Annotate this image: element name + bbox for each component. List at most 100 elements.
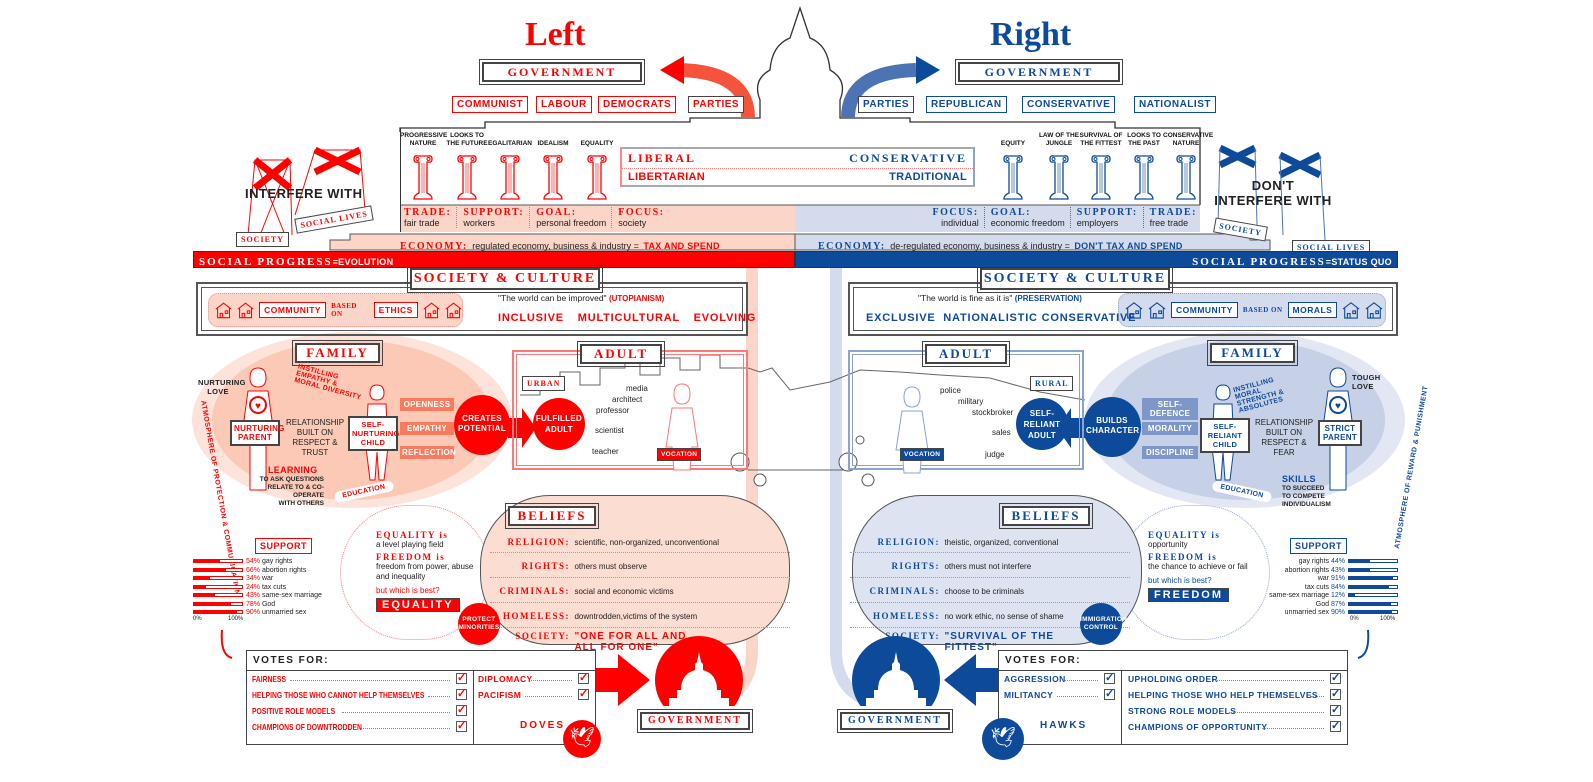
pillar-label: CONSERVATIVE NATURE bbox=[1163, 132, 1214, 147]
morals-tag: MORALS bbox=[1287, 302, 1338, 318]
checkbox-checked-icon: ✓ bbox=[456, 688, 467, 700]
job-label: teacher bbox=[592, 447, 619, 456]
party-tag: LABOUR bbox=[536, 96, 592, 113]
party-tag: COMMUNIST bbox=[452, 96, 529, 113]
left-community-pill: COMMUNITY BASED ON ETHICS bbox=[208, 293, 463, 327]
leader-dots bbox=[530, 680, 572, 681]
society-tag: SOCIETY bbox=[236, 232, 290, 247]
party-tag: NATIONALIST bbox=[1134, 96, 1216, 113]
support-bar-fill bbox=[194, 594, 215, 596]
checkbox-checked-icon: ✓ bbox=[1330, 720, 1341, 732]
checkbox-checked-icon: ✓ bbox=[1104, 672, 1115, 684]
empathy-arrow: EMPATHY bbox=[400, 422, 454, 435]
party-tag: DEMOCRATS bbox=[598, 96, 677, 113]
pillar-label: SURVIVAL OF THE FITTEST bbox=[1079, 132, 1123, 147]
support-bar bbox=[1348, 584, 1398, 589]
job-label: professor bbox=[596, 406, 630, 415]
support-bar bbox=[193, 601, 243, 606]
libertarian-label: LIBERTARIAN bbox=[628, 171, 706, 183]
vote-item: HELPING THOSE WHO HELP THEMSELVES bbox=[1128, 690, 1318, 700]
hawks-label: HAWKS bbox=[1040, 720, 1088, 731]
pillar-label: LOOKS TO THE PAST bbox=[1127, 132, 1161, 147]
left-traits: INCLUSIVE MULTICULTURAL EVOLVING bbox=[498, 312, 757, 324]
self-reliant-child-label: SELF-RELIANT CHILD bbox=[1200, 418, 1250, 453]
ideology-box: LIBERAL LIBERTARIAN CONSERVATIVE TRADITI… bbox=[620, 147, 975, 187]
support-item: unmarried sex 90% bbox=[1284, 609, 1345, 616]
right-interfere-label: DON'T INTERFERE WITH bbox=[1214, 178, 1332, 208]
hawk-icon: 🕊 bbox=[982, 718, 1024, 760]
votes-for-label: VOTES FOR: bbox=[253, 655, 330, 666]
checkbox-checked-icon: ✓ bbox=[456, 672, 467, 684]
right-economy: ECONOMY: de-regulated economy, business … bbox=[818, 241, 1183, 252]
support-bar bbox=[1348, 559, 1398, 563]
house-icon bbox=[215, 301, 232, 319]
community-tag: COMMUNITY bbox=[1171, 302, 1238, 318]
support-bar-fill bbox=[1349, 560, 1371, 562]
pillar-label: EGALITARIAN bbox=[488, 140, 532, 147]
right-bottom-government-banner: GOVERNMENT bbox=[837, 709, 953, 733]
support-bar-fill bbox=[194, 602, 232, 605]
checkbox-checked-icon: ✓ bbox=[1104, 688, 1115, 700]
support-bar-fill bbox=[1349, 602, 1391, 605]
job-label: sales bbox=[992, 428, 1011, 437]
svg-text:♥: ♥ bbox=[255, 401, 261, 412]
building-frame bbox=[400, 128, 1200, 232]
support-bar bbox=[193, 559, 243, 563]
left-adult-banner: ADULT bbox=[577, 341, 665, 367]
vote-item: PACIFISM bbox=[478, 690, 522, 700]
support-bar bbox=[193, 576, 243, 580]
left-interfere-ropes-icon bbox=[247, 146, 366, 236]
left-government-banner: GOVERNMENT bbox=[479, 59, 645, 85]
support-item: 34% war bbox=[246, 575, 274, 582]
right-beliefs-banner: BELIEFS bbox=[999, 503, 1093, 529]
job-label: architect bbox=[612, 395, 643, 404]
pillar-label: IDEALISM bbox=[537, 140, 569, 147]
skills-details: TO SUCCEED TO COMPETE INDIVIDUALISM bbox=[1282, 485, 1331, 508]
axis-label: 100% bbox=[1380, 616, 1396, 622]
left-support-title: SUPPORT bbox=[255, 538, 313, 554]
nurturing-parent-label: NURTURING PARENT bbox=[230, 420, 284, 446]
reflection-arrow: REFLECTION bbox=[400, 446, 457, 459]
pillar-label: EQUITY bbox=[1000, 140, 1026, 147]
house-icon bbox=[1148, 301, 1166, 319]
job-label: scientist bbox=[595, 426, 624, 435]
leader-dots bbox=[428, 696, 450, 697]
party-tag: CONSERVATIVE bbox=[1022, 96, 1116, 113]
support-bar bbox=[193, 610, 243, 614]
ethics-tag: ETHICS bbox=[373, 302, 418, 318]
support-bar-fill bbox=[1349, 568, 1370, 571]
vote-item: UPHOLDING ORDER bbox=[1128, 674, 1219, 684]
learning-details: TO ASK QUESTIONS RELATE TO & CO-OPERATE WI… bbox=[259, 476, 324, 507]
leader-dots bbox=[1229, 712, 1324, 713]
learning-label: LEARNING bbox=[268, 465, 318, 475]
support-bar bbox=[1348, 593, 1398, 597]
house-icon bbox=[445, 301, 462, 319]
right-society-culture-banner: SOCIETY & CULTURE bbox=[977, 265, 1173, 293]
job-label: stockbroker bbox=[972, 408, 1014, 417]
support-item: gay rights 44% bbox=[1298, 558, 1345, 565]
support-bar-fill bbox=[194, 577, 211, 579]
party-tag: PARTIES bbox=[858, 96, 915, 113]
right-stats: FOCUS: individual GOAL: economic freedom S… bbox=[932, 207, 1197, 228]
vote-item: CHAMPIONS OF OPPORTUNITY bbox=[1128, 722, 1268, 732]
checkbox-checked-icon: ✓ bbox=[578, 688, 589, 700]
capitol-outline bbox=[399, 5, 1201, 205]
support-item: 54% gay rights bbox=[246, 558, 293, 565]
builds-character-burst: BUILDS CHARACTER bbox=[1086, 400, 1139, 454]
vote-item: CHAMPIONS OF DOWNTRODDEN bbox=[252, 722, 362, 732]
support-bar bbox=[1348, 576, 1398, 580]
urban-tag: URBAN bbox=[522, 376, 566, 391]
left-bottom-government-banner: GOVERNMENT bbox=[637, 709, 753, 733]
support-bar bbox=[1348, 601, 1398, 606]
leader-dots bbox=[1213, 680, 1324, 681]
axis-label: 0% bbox=[193, 616, 202, 622]
support-bar-fill bbox=[194, 585, 206, 588]
house-icon bbox=[1365, 301, 1383, 319]
left-title: Left bbox=[525, 16, 586, 53]
job-label: military bbox=[958, 397, 984, 406]
right-freedom-text: EQUALITY is opportunity FREEDOM is the cha… bbox=[1148, 530, 1248, 602]
strict-parent-label: STRICT PARENT bbox=[1318, 420, 1362, 446]
skills-label: SKILLS bbox=[1282, 474, 1316, 484]
right-government-arrow bbox=[841, 63, 917, 119]
urban-skyline bbox=[520, 354, 1086, 401]
